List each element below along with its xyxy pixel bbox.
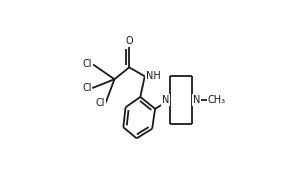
- Text: O: O: [126, 36, 133, 46]
- Text: NH: NH: [146, 71, 160, 81]
- Text: Cl: Cl: [95, 98, 105, 108]
- Text: CH₃: CH₃: [208, 95, 226, 105]
- Text: N: N: [162, 95, 169, 105]
- Text: Cl: Cl: [82, 83, 91, 93]
- Text: Cl: Cl: [83, 60, 92, 70]
- Text: N: N: [193, 95, 200, 105]
